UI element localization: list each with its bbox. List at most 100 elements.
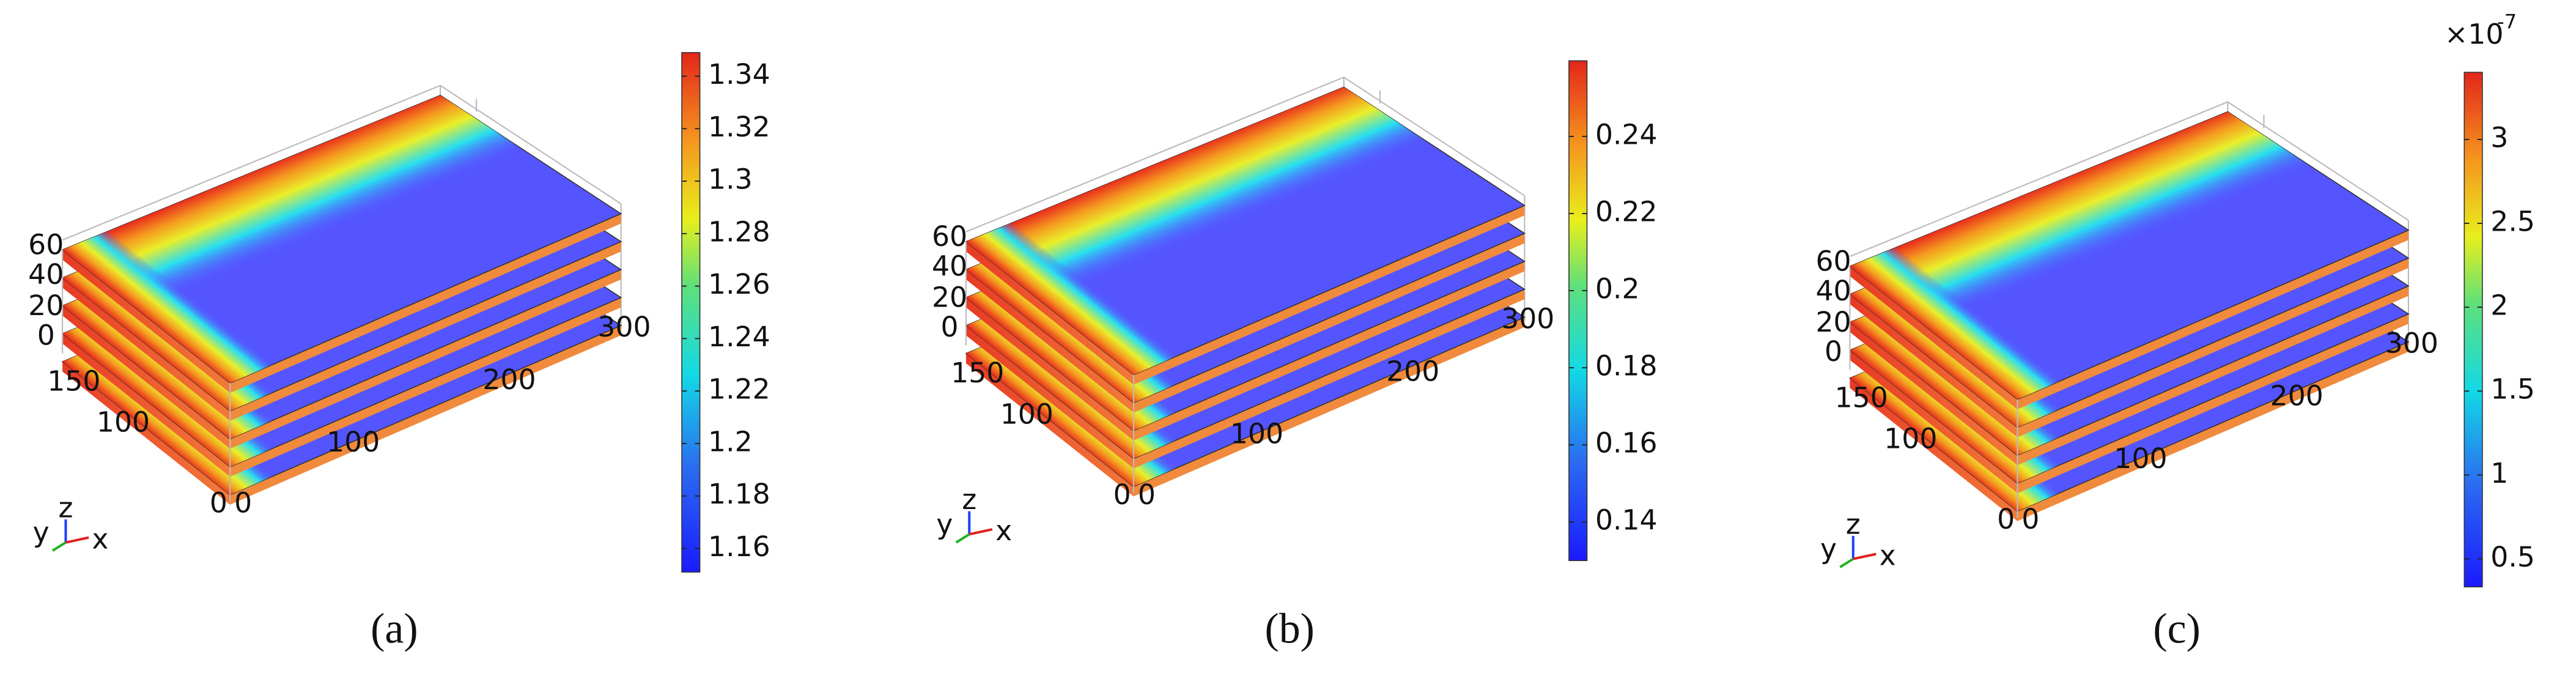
- slab-side: [1133, 261, 1525, 441]
- colorbar-tick-label: 1.24: [708, 321, 770, 353]
- colorbar-tick-label: 1.16: [708, 530, 770, 563]
- slab-side: [965, 297, 1134, 441]
- y-tick-label: 150: [47, 365, 100, 398]
- slab-side: [2017, 314, 2408, 494]
- slab-side: [965, 325, 1134, 469]
- x-tick-label: 0: [2021, 503, 2039, 535]
- slab-side: [2017, 341, 2408, 521]
- slab-hot-edge: [62, 95, 621, 384]
- x-tick-label: 100: [1230, 418, 1283, 450]
- triad-label: x: [92, 522, 108, 555]
- colorbar-tick-label: 0.2: [1595, 273, 1640, 305]
- slab-side: [1850, 377, 2018, 521]
- y-tick-label: 0: [210, 486, 227, 519]
- triad-axis: [1839, 557, 1854, 568]
- slab-side: [62, 362, 231, 505]
- slab-side: [965, 269, 1134, 413]
- triad-label: x: [1880, 539, 1896, 571]
- colorbar-exponent-base: ×10: [2445, 18, 2503, 51]
- slab-side: [62, 305, 231, 449]
- slab-side: [62, 278, 231, 421]
- slab: [61, 94, 622, 393]
- slab-side: [1133, 233, 1525, 413]
- colorbar-exponent: -7: [2497, 10, 2517, 34]
- colorbar-tick-label: 0.18: [1595, 350, 1658, 382]
- z-tick-label: 40: [1815, 275, 1851, 307]
- colorbar-tick-label: 1.22: [708, 373, 770, 406]
- x-tick-label: 100: [327, 426, 380, 458]
- x-tick-label: 200: [1386, 355, 1439, 387]
- slab: [965, 86, 1526, 385]
- panel-label: (a): [371, 605, 418, 652]
- colorbar-tick-label: 1.26: [708, 268, 770, 300]
- slab-hot-edge: [1850, 111, 2408, 400]
- colorbar-tick-label: 3: [2490, 121, 2508, 154]
- z-tick-label: 0: [37, 319, 55, 351]
- slab-side: [965, 353, 1134, 497]
- slab-side: [1850, 350, 2018, 494]
- colorbar-tick-label: 0.16: [1595, 427, 1658, 459]
- slab-side: [230, 241, 621, 421]
- colorbar: [1568, 60, 1588, 562]
- x-tick-label: 0: [234, 486, 252, 519]
- colorbar-tick-label: 1.28: [708, 215, 770, 248]
- z-tick-label: 20: [1815, 306, 1851, 338]
- slab-side: [230, 297, 621, 477]
- slab-side: [1133, 317, 1525, 497]
- slab-side: [2017, 230, 2408, 410]
- colorbar-tick-label: 1.32: [708, 111, 770, 143]
- slab-side: [1133, 205, 1525, 385]
- slab-side: [62, 333, 231, 477]
- y-tick-label: 0: [1113, 478, 1131, 511]
- y-tick-label: 100: [97, 406, 150, 439]
- y-tick-label: 150: [951, 357, 1004, 389]
- triad-label: y: [1820, 533, 1837, 565]
- triad-label: y: [936, 508, 953, 540]
- z-tick-label: 20: [28, 289, 64, 322]
- z-tick-label: 0: [1825, 335, 1842, 368]
- slab-side: [230, 325, 621, 505]
- slab-side: [2017, 286, 2408, 466]
- x-tick-label: 300: [2385, 327, 2438, 360]
- triad-axis: [955, 533, 970, 544]
- panel-label: (c): [2153, 605, 2201, 652]
- colorbar-tick-label: 0.5: [2490, 541, 2535, 573]
- triad-label: y: [33, 516, 50, 549]
- x-tick-label: 0: [1138, 478, 1156, 511]
- slab-hot-edge: [965, 87, 1525, 375]
- slab-side: [1850, 294, 2018, 437]
- slab-side: [1850, 322, 2018, 466]
- colorbar: [2463, 72, 2483, 588]
- x-tick-label: 300: [1501, 302, 1554, 335]
- triad-axis: [1853, 552, 1877, 560]
- colorbar-tick-label: 1.18: [708, 478, 770, 510]
- colorbar-tick-label: 1.34: [708, 58, 770, 91]
- colorbar: [681, 52, 701, 573]
- colorbar-tick-label: 0.24: [1595, 118, 1658, 151]
- slab: [1848, 111, 2410, 410]
- triad-label: z: [962, 483, 976, 516]
- z-tick-label: 40: [932, 250, 967, 282]
- z-tick-label: 40: [28, 258, 64, 291]
- colorbar-tick-label: 1.5: [2490, 373, 2535, 406]
- z-tick-label: 0: [940, 311, 958, 343]
- z-tick-label: 60: [28, 229, 64, 261]
- triad-axis: [51, 541, 67, 552]
- slab-side: [1850, 266, 2018, 410]
- colorbar-tick-label: 2: [2490, 289, 2508, 322]
- triad-axis: [969, 528, 993, 536]
- x-tick-label: 200: [482, 363, 536, 396]
- x-tick-label: 200: [2270, 380, 2323, 412]
- y-tick-label: 100: [1000, 398, 1054, 430]
- slab-side: [62, 250, 231, 393]
- triad-label: x: [995, 515, 1012, 547]
- slab-side: [2017, 258, 2408, 437]
- colorbar-tick-label: 2.5: [2490, 206, 2535, 238]
- slab-side: [965, 241, 1134, 385]
- x-tick-label: 100: [2114, 442, 2167, 475]
